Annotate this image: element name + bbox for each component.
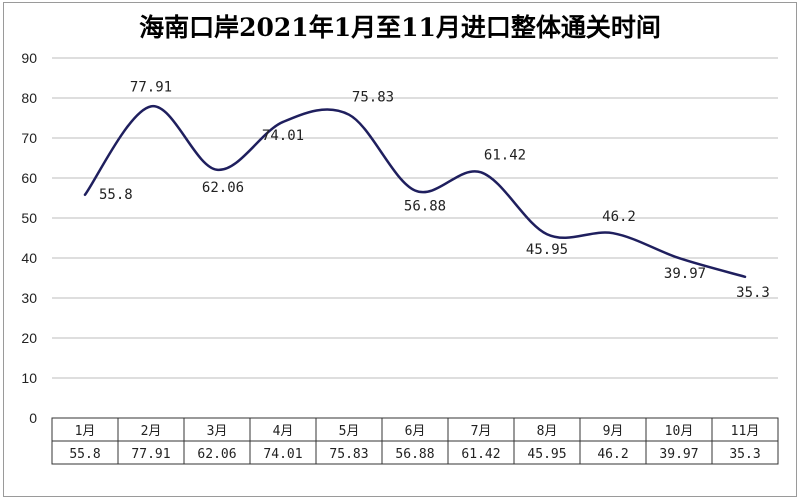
y-tick-label: 90 [21,50,37,66]
x-category-label: 1月 [75,424,96,439]
y-tick-label: 60 [21,170,37,186]
y-tick-label: 70 [21,130,37,146]
x-category-label: 3月 [207,424,228,439]
table-value-cell: 74.01 [263,447,302,462]
table-value-cell: 77.91 [131,447,170,462]
data-label: 55.8 [99,187,133,203]
y-tick-label: 50 [21,210,37,226]
x-category-label: 2月 [141,424,162,439]
table-value-cell: 61.42 [461,447,500,462]
x-category-label: 10月 [665,424,694,439]
series-line-group [83,105,747,279]
x-category-label: 8月 [537,424,558,439]
table-value-cell: 45.95 [527,447,566,462]
data-label: 45.95 [526,242,568,258]
y-axis-ticks: 0 10 20 30 40 50 60 70 80 90 [21,50,37,426]
y-tick-label: 10 [21,370,37,386]
y-tick-label: 80 [21,90,37,106]
chart-title: 海南口岸2021年1月至11月进口整体通关时间 [139,13,661,42]
series-line [83,105,747,279]
data-label: 39.97 [664,266,706,282]
y-tick-label: 30 [21,290,37,306]
table-value-cell: 75.83 [329,447,368,462]
table-value-cell: 55.8 [69,447,100,462]
data-label: 74.01 [262,128,304,144]
data-labels: 55.8 77.91 62.06 74.01 75.83 56.88 61.42 45.95 4… [99,79,770,300]
data-label: 75.83 [352,90,394,106]
x-category-label: 4月 [273,424,294,439]
table-value-cell: 46.2 [597,447,628,462]
data-label: 35.3 [736,285,770,301]
data-label: 77.91 [130,79,172,95]
x-category-label: 9月 [603,424,624,439]
y-tick-label: 20 [21,330,37,346]
table-value-cell: 39.97 [659,447,698,462]
x-category-label: 11月 [731,424,760,439]
y-tick-label: 40 [21,250,37,266]
x-category-label: 5月 [339,424,360,439]
y-tick-label: 0 [29,410,37,426]
x-category-label: 6月 [405,424,426,439]
x-category-label: 7月 [471,424,492,439]
table-value-cell: 56.88 [395,447,434,462]
gridlines [52,57,778,379]
data-label: 61.42 [484,147,526,163]
data-label: 62.06 [202,180,244,196]
data-label: 56.88 [404,198,446,214]
table-value-cell: 62.06 [197,447,236,462]
table-value-cell: 35.3 [729,447,760,462]
chart-frame [3,2,797,497]
data-label: 46.2 [602,209,636,225]
data-table: 1月 55.8 2月 77.91 3月 62.06 4月 74.01 5月 75.83 6月 56.8… [51,417,779,465]
